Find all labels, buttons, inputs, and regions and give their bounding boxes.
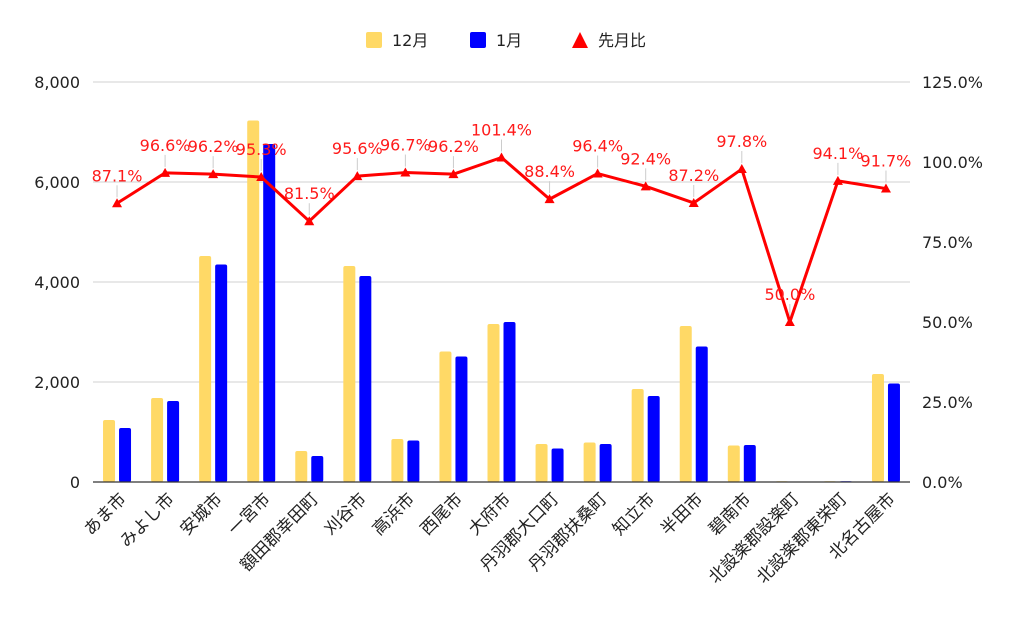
legend-item-先月比[interactable]: 先月比	[572, 31, 646, 50]
category-label: 知立市	[609, 489, 659, 539]
bar-12月	[199, 256, 212, 482]
ratio-data-label: 96.2%	[188, 137, 239, 156]
bar-12月	[391, 439, 404, 482]
category-labels: あま市みよし市安城市一宮市額田郡幸田町刈谷市高浜市西尾市大府市丹羽郡大口町丹羽郡…	[80, 489, 899, 587]
bar-1月	[359, 276, 372, 482]
ratio-data-label: 97.8%	[716, 132, 767, 151]
right-tick-label: 75.0%	[922, 233, 973, 252]
left-tick-label: 8,000	[34, 73, 80, 92]
category-label: 安城市	[176, 489, 226, 539]
ratio-data-label: 95.6%	[332, 139, 383, 158]
left-axis-ticks: 0 2,000 4,000 6,000 8,000	[34, 73, 80, 492]
ratio-data-label: 50.0%	[764, 285, 815, 304]
ratio-point	[352, 171, 363, 181]
bar-1月	[503, 322, 516, 482]
right-axis-ticks: 0.0% 25.0% 50.0% 75.0% 100.0% 125.0%	[922, 73, 983, 492]
ratio-point	[112, 198, 123, 208]
ratio-point	[592, 168, 603, 178]
left-tick-label: 2,000	[34, 373, 80, 392]
bar-12月	[727, 445, 740, 482]
ratio-data-labels: 87.1%96.6%96.2%95.3%81.5%95.6%96.7%96.2%…	[92, 121, 912, 316]
ratio-data-label: 96.4%	[572, 137, 623, 156]
right-tick-label: 0.0%	[922, 473, 963, 492]
ratio-data-label: 96.7%	[380, 136, 431, 155]
bar-12月	[535, 444, 548, 482]
bar-12月	[679, 326, 692, 482]
bar-12月	[439, 351, 452, 482]
bar-12月	[871, 374, 884, 482]
bar-12月	[295, 451, 308, 482]
legend-triangle-icon	[572, 32, 588, 48]
left-tick-label: 6,000	[34, 173, 80, 192]
ratio-data-label: 101.4%	[471, 121, 532, 140]
ratio-data-label: 91.7%	[861, 152, 912, 171]
bar-1月	[119, 428, 132, 482]
ratio-point	[400, 167, 411, 177]
bar-12月	[247, 120, 260, 482]
ratio-data-label: 92.4%	[620, 149, 671, 168]
ratio-point	[448, 169, 459, 179]
bar-12月	[487, 324, 500, 482]
category-label: 刈谷市	[321, 489, 371, 539]
ratio-point	[160, 167, 171, 177]
right-tick-label: 100.0%	[922, 153, 983, 172]
right-tick-label: 125.0%	[922, 73, 983, 92]
ratio-point	[544, 194, 555, 204]
category-label: 西尾市	[417, 489, 467, 539]
bar-1月	[695, 346, 708, 482]
category-label: 半田市	[657, 489, 707, 539]
ratio-data-label: 94.1%	[812, 144, 863, 163]
legend-item-12月[interactable]: 12月	[366, 31, 428, 50]
category-label: 高浜市	[369, 489, 419, 539]
legend: 12月 1月 先月比	[366, 31, 646, 50]
gridlines	[93, 81, 910, 383]
ratio-point	[256, 172, 267, 182]
right-tick-label: 50.0%	[922, 313, 973, 332]
ratio-point	[688, 197, 699, 207]
ratio-data-label: 87.2%	[668, 166, 719, 185]
ratio-data-label: 95.3%	[236, 140, 287, 159]
ratio-data-label: 81.5%	[284, 184, 335, 203]
bar-12月	[583, 442, 596, 482]
ratio-line	[112, 152, 891, 326]
bar-12月	[103, 420, 116, 482]
bar-1月	[599, 444, 612, 482]
bar-12月	[631, 389, 644, 482]
ratio-data-label: 88.4%	[524, 162, 575, 181]
ratio-point	[784, 317, 795, 326]
left-tick-label: 4,000	[34, 273, 80, 292]
bar-1月	[407, 440, 420, 482]
legend-swatch-1月	[470, 32, 486, 48]
ratio-point	[880, 183, 891, 193]
bar-1月	[647, 396, 660, 482]
ratio-data-label: 96.2%	[428, 137, 479, 156]
bar-12月	[151, 398, 164, 482]
bar-1月	[215, 264, 228, 482]
bar-1月	[887, 383, 900, 482]
ratio-point	[496, 152, 507, 162]
legend-label-12月: 12月	[392, 31, 428, 50]
bar-1月	[455, 356, 468, 482]
ratio-data-label: 96.6%	[140, 136, 191, 155]
right-tick-label: 25.0%	[922, 393, 973, 412]
ratio-point	[736, 164, 747, 174]
legend-item-1月[interactable]: 1月	[470, 31, 522, 50]
ratio-point	[304, 216, 315, 226]
legend-swatch-12月	[366, 32, 382, 48]
bars	[103, 120, 900, 482]
legend-label-先月比: 先月比	[598, 31, 646, 50]
ratio-point	[640, 181, 651, 191]
bar-1月	[311, 456, 324, 482]
legend-label-1月: 1月	[496, 31, 522, 50]
bar-1月	[743, 445, 756, 482]
bar-1月	[551, 448, 564, 482]
bar-1月	[167, 401, 180, 482]
ratio-point	[208, 169, 219, 179]
bar-12月	[343, 266, 356, 482]
left-tick-label: 0	[70, 473, 80, 492]
bar-1月	[263, 144, 276, 482]
ratio-point	[832, 175, 843, 185]
ratio-data-label: 87.1%	[92, 166, 143, 185]
